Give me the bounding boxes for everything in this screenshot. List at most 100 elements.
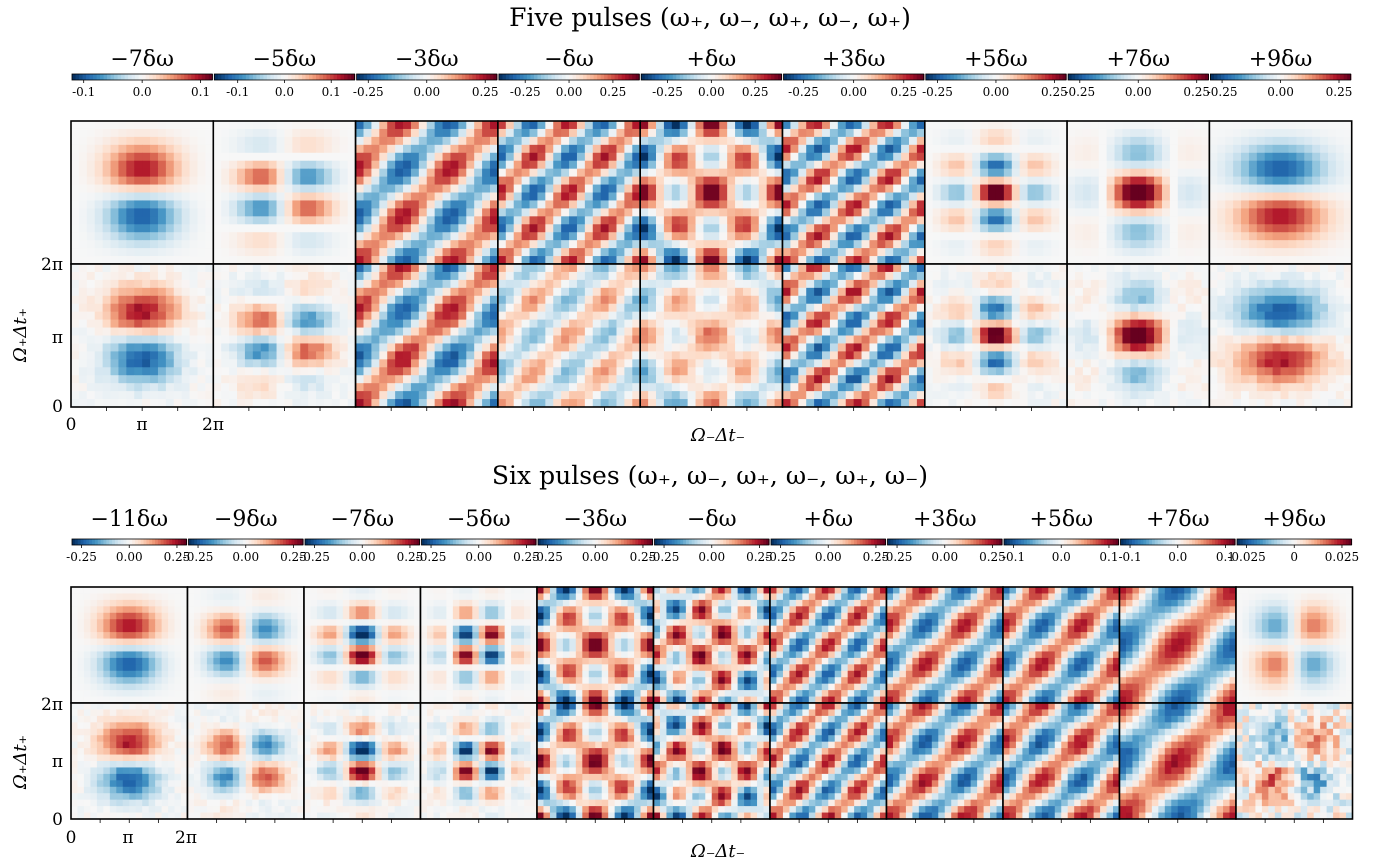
heatmap-cell	[616, 152, 625, 162]
heatmap-cell	[363, 343, 372, 352]
heatmap-cell	[853, 391, 862, 400]
heatmap-cell	[292, 351, 301, 360]
heatmap-cell	[885, 391, 894, 400]
heatmap-cell	[489, 383, 499, 392]
heatmap-cell	[165, 375, 175, 384]
heatmap-cell	[403, 192, 412, 201]
heatmap-cell	[86, 224, 96, 233]
heatmap-cell	[995, 399, 1005, 408]
colorbar-segment	[1155, 74, 1160, 80]
heatmap-cell	[387, 399, 396, 408]
heatmap-cell	[410, 256, 420, 265]
heatmap-cell	[679, 184, 689, 193]
heatmap-cell	[102, 168, 111, 178]
heatmap-cell	[569, 279, 578, 289]
heatmap-cell	[221, 128, 230, 138]
heatmap-cell	[197, 295, 206, 305]
heatmap-cell	[972, 176, 981, 185]
heatmap-cell	[347, 256, 356, 265]
heatmap-cell	[284, 240, 293, 249]
heatmap-cell	[569, 152, 578, 162]
heatmap-cell	[624, 359, 633, 368]
heatmap-cell	[742, 160, 752, 170]
colorbar-segment	[960, 74, 965, 80]
heatmap-cell	[782, 311, 791, 321]
heatmap-cell	[861, 367, 870, 376]
heatmap-cell	[197, 335, 206, 344]
heatmap-cell	[687, 200, 696, 209]
heatmap-cell	[995, 327, 1005, 336]
heatmap-cell	[521, 160, 530, 170]
heatmap-cell	[86, 264, 96, 273]
colorbar-segment	[1071, 74, 1076, 80]
heatmap-cell	[339, 216, 349, 225]
colorbar-segment	[957, 74, 962, 80]
heatmap-cell	[213, 176, 222, 185]
heatmap-cell	[1027, 168, 1036, 178]
heatmap-cell	[482, 144, 491, 154]
heatmap-cell	[418, 176, 428, 185]
heatmap-cell	[980, 311, 989, 321]
heatmap-cell	[181, 391, 190, 400]
heatmap-cell	[513, 351, 523, 360]
heatmap-cell	[78, 271, 88, 281]
heatmap-cell	[1019, 391, 1028, 400]
heatmap-cell	[78, 256, 88, 265]
heatmap-cell	[569, 176, 578, 185]
heatmap-cell	[861, 184, 870, 193]
heatmap-cell	[703, 192, 712, 201]
heatmap-cell	[237, 375, 246, 384]
heatmap-cell	[940, 295, 949, 305]
heatmap-cell	[94, 367, 104, 376]
heatmap-cell	[165, 128, 175, 138]
heatmap-cell	[316, 248, 325, 257]
heatmap-cell	[719, 176, 728, 185]
heatmap-cell	[102, 264, 111, 273]
heatmap-cell	[403, 367, 412, 376]
heatmap-cell	[829, 319, 839, 328]
heatmap-cell	[403, 359, 412, 368]
heatmap-cell	[537, 121, 546, 130]
heatmap-cell	[1035, 224, 1044, 233]
heatmap-cell	[489, 343, 499, 352]
colorbar-segment	[512, 74, 518, 80]
heatmap-cell	[276, 168, 285, 178]
heatmap-cell	[861, 343, 870, 352]
heatmap-cell	[537, 343, 546, 352]
heatmap-cell	[181, 144, 190, 154]
heatmap-cell	[213, 160, 222, 170]
heatmap-cell	[758, 240, 768, 249]
heatmap-cell	[663, 168, 673, 178]
colorbar-segment	[326, 74, 331, 80]
heatmap-cell	[308, 264, 317, 273]
colorbar-tick-label: 0.25	[890, 85, 917, 99]
heatmap-cell	[877, 383, 886, 392]
heatmap-cell	[102, 359, 111, 368]
heatmap-cell	[418, 279, 428, 289]
heatmap-cell	[142, 136, 151, 146]
heatmap-cell	[197, 121, 206, 130]
heatmap-cell	[924, 160, 934, 170]
heatmap-cell	[1011, 136, 1021, 146]
heatmap-cell	[1027, 359, 1036, 368]
colorbar-segment	[579, 74, 584, 80]
heatmap-cell	[323, 327, 333, 336]
heatmap-cell	[742, 121, 752, 130]
heatmap-cell	[339, 383, 349, 392]
heatmap-cell	[434, 287, 443, 297]
heatmap-cell	[569, 224, 578, 233]
heatmap-cell	[418, 232, 428, 241]
heatmap-cell	[885, 232, 894, 241]
heatmap-cell	[537, 184, 546, 193]
heatmap-cell	[78, 335, 88, 344]
colorbar-segment	[138, 74, 143, 80]
colorbar-segment	[419, 74, 424, 80]
heatmap-cell	[150, 375, 159, 384]
heatmap-cell	[671, 303, 681, 313]
heatmap-cell	[853, 136, 862, 146]
heatmap-cell	[964, 160, 973, 170]
heatmap-cell	[893, 168, 902, 178]
heatmap-cell	[584, 311, 594, 321]
heatmap-cell	[679, 264, 689, 273]
heatmap-cell	[885, 224, 894, 233]
